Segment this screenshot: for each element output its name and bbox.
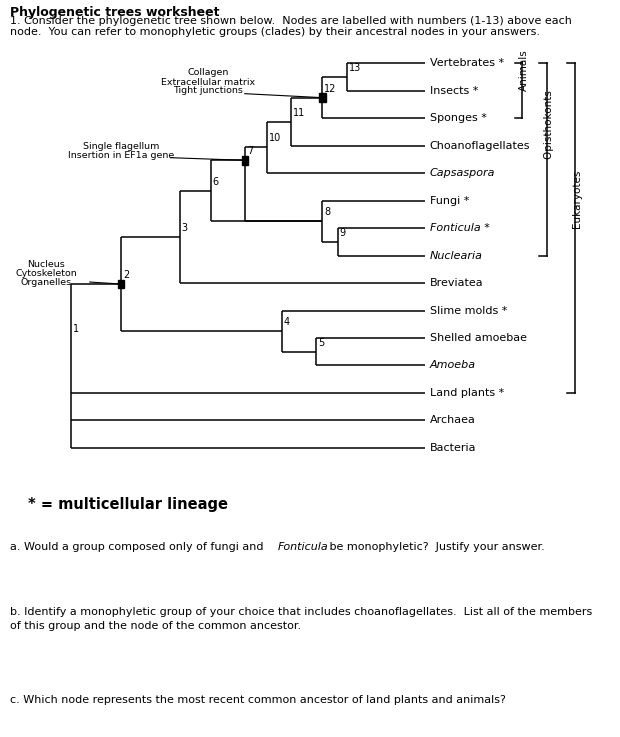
Text: * = multicellular lineage: * = multicellular lineage — [28, 497, 228, 512]
Text: Fonticula *: Fonticula * — [430, 223, 490, 233]
Text: c. Which node represents the most recent common ancestor of land plants and anim: c. Which node represents the most recent… — [10, 695, 506, 705]
Text: 11: 11 — [293, 108, 306, 118]
Text: Shelled amoebae: Shelled amoebae — [430, 333, 526, 343]
Text: Insertion in EF1a gene: Insertion in EF1a gene — [68, 151, 174, 160]
Text: b. Identify a monophyletic group of your choice that includes choanoflagellates.: b. Identify a monophyletic group of your… — [10, 607, 592, 617]
Text: 8: 8 — [324, 207, 330, 217]
Text: 1: 1 — [73, 324, 79, 335]
Text: Fonticula: Fonticula — [278, 542, 329, 552]
Text: 9: 9 — [340, 228, 346, 238]
Text: 13: 13 — [349, 63, 361, 73]
Text: Opisthokont​s: Opisthokont​s — [544, 91, 554, 159]
Text: 6: 6 — [213, 177, 219, 186]
Text: be monophyletic?  Justify your answer.: be monophyletic? Justify your answer. — [326, 542, 545, 552]
Text: 7: 7 — [247, 146, 253, 156]
Text: Nucleus: Nucleus — [28, 260, 65, 269]
Text: Capsaspora: Capsaspora — [430, 168, 495, 178]
Text: Phylogenetic trees worksheet: Phylogenetic trees worksheet — [10, 6, 219, 19]
Text: Amoeba: Amoeba — [430, 360, 476, 371]
Text: Fungi *: Fungi * — [430, 195, 469, 206]
Text: Choanoflagellates: Choanoflagellates — [430, 141, 530, 151]
Text: 5: 5 — [318, 338, 324, 348]
Text: Eukaryotes: Eukaryotes — [572, 170, 582, 228]
Text: 3: 3 — [182, 223, 188, 233]
Text: Single flagellum: Single flagellum — [82, 142, 159, 150]
Text: Cytoskeleton: Cytoskeleton — [16, 269, 78, 278]
Text: 2: 2 — [123, 270, 129, 280]
Text: Vertebrates *: Vertebrates * — [430, 58, 504, 69]
Text: Land plants *: Land plants * — [430, 388, 504, 398]
Text: Sponges *: Sponges * — [430, 113, 487, 123]
Text: 10: 10 — [268, 133, 281, 143]
Text: 4: 4 — [284, 317, 290, 327]
Text: Nuclearia: Nuclearia — [430, 251, 482, 261]
Bar — [242, 156, 248, 164]
Text: of this group and the node of the common ancestor.: of this group and the node of the common… — [10, 621, 301, 631]
Text: 12: 12 — [324, 83, 337, 94]
Text: Collagen: Collagen — [187, 68, 228, 77]
Text: 1. Consider the phylogenetic tree shown below.  Nodes are labelled with numbers : 1. Consider the phylogenetic tree shown … — [10, 16, 572, 27]
Text: a. Would a group composed only of fungi and: a. Would a group composed only of fungi … — [10, 542, 267, 552]
Bar — [118, 279, 124, 288]
Text: Extracellular matrix: Extracellular matrix — [161, 77, 255, 87]
Text: Animals: Animals — [519, 49, 529, 91]
Text: Bacteria: Bacteria — [430, 443, 476, 453]
Text: Insects *: Insects * — [430, 85, 478, 96]
Text: Archaea: Archaea — [430, 416, 476, 425]
Text: Slime molds *: Slime molds * — [430, 306, 507, 315]
Text: Tight junctions: Tight junctions — [173, 86, 242, 96]
Text: Breviatea: Breviatea — [430, 278, 483, 288]
Text: Organelles: Organelles — [21, 278, 72, 287]
Bar — [319, 94, 326, 102]
Text: node.  You can refer to monophyletic groups (clades) by their ancestral nodes in: node. You can refer to monophyletic grou… — [10, 27, 540, 37]
